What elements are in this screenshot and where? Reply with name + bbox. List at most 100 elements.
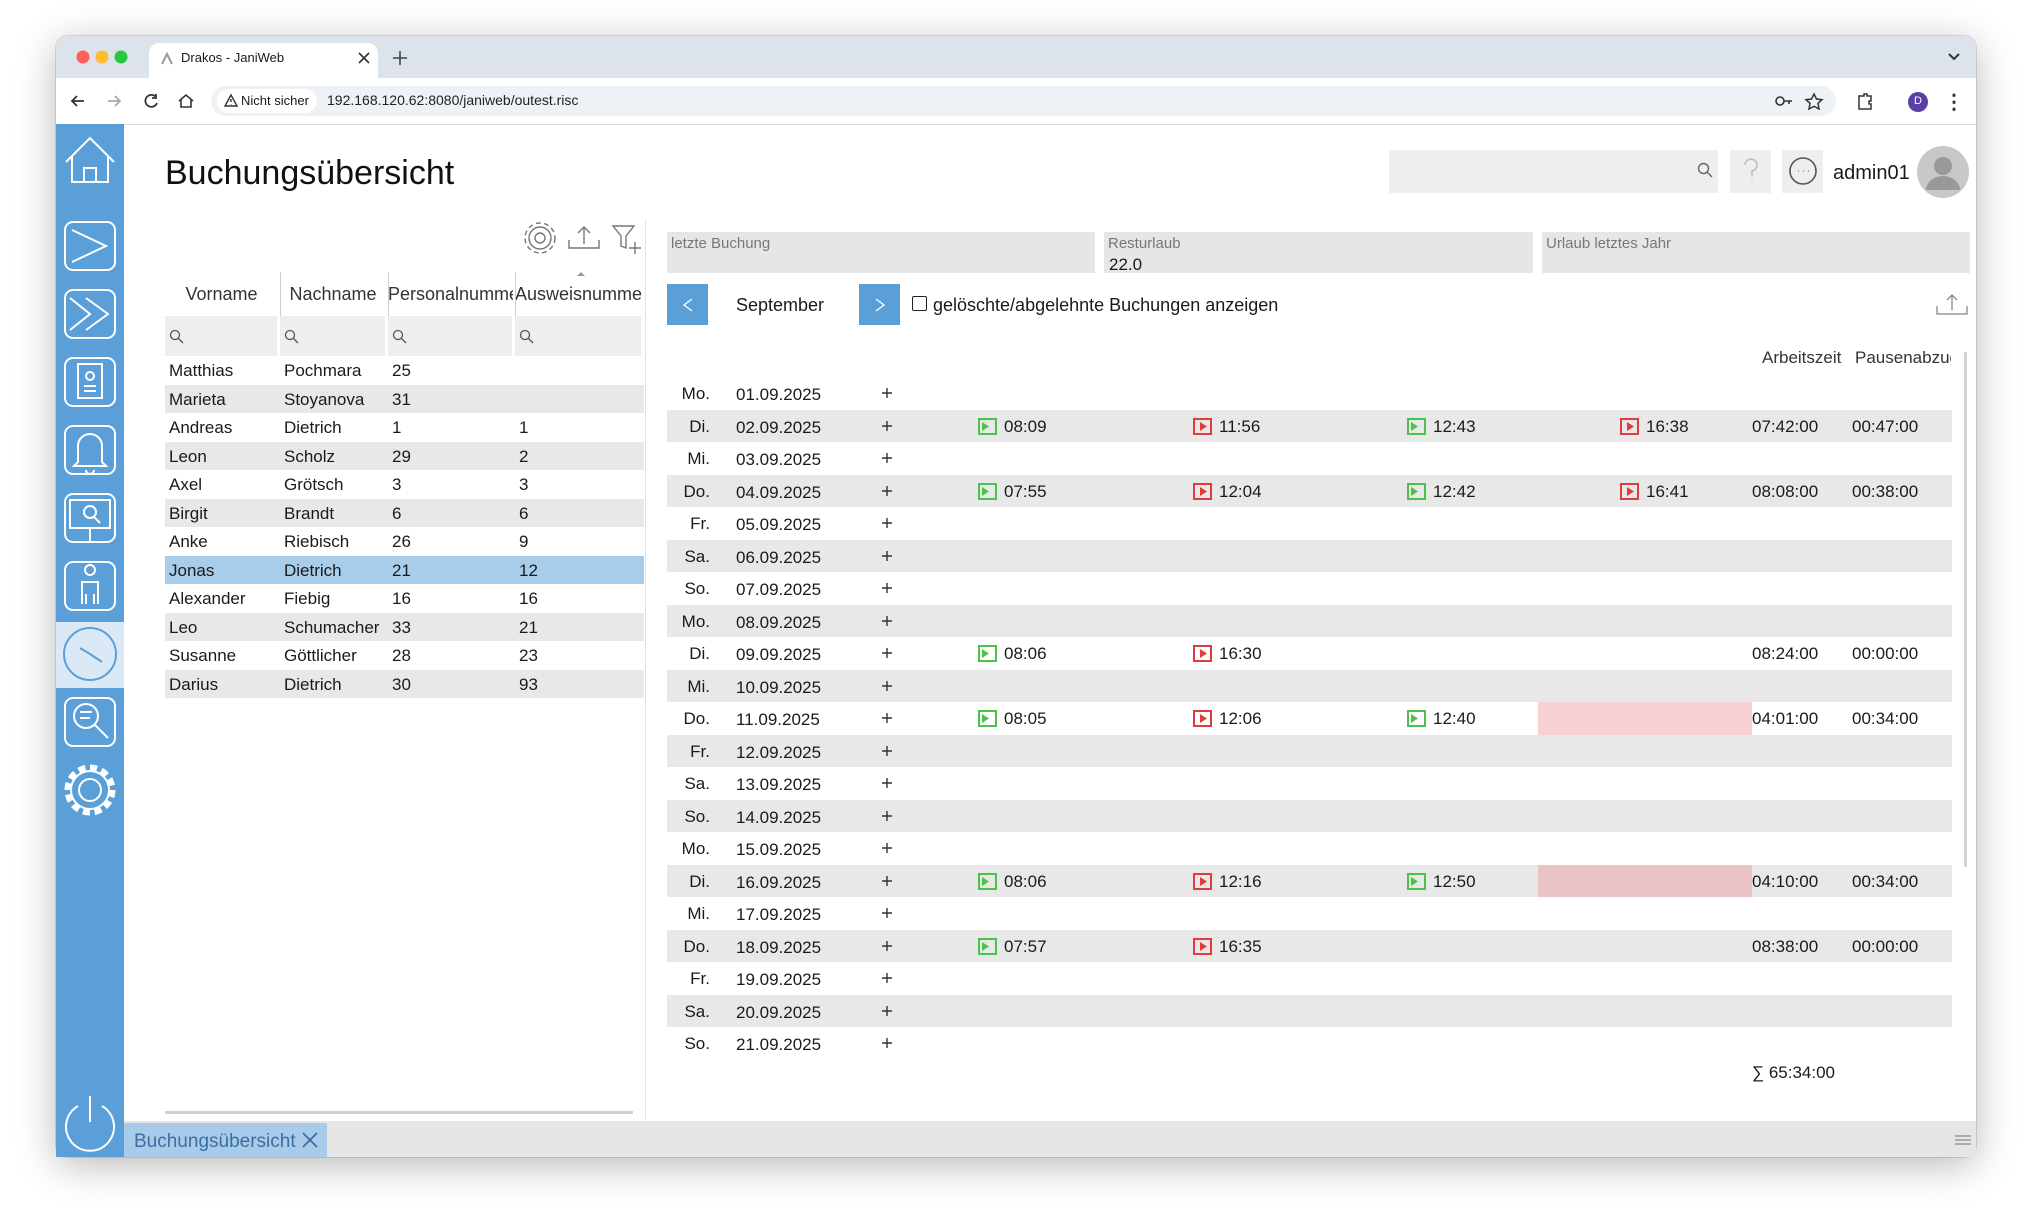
booking-time[interactable]: 12:40 (1433, 709, 1476, 728)
filter-add-button[interactable] (611, 225, 641, 254)
employee-row[interactable] (165, 498, 644, 527)
monitor[interactable] (64, 493, 116, 543)
employee-row[interactable] (165, 641, 644, 670)
add-booking[interactable] (881, 907, 893, 919)
employee-row[interactable] (165, 527, 644, 556)
minimize-window[interactable] (95, 50, 109, 64)
settings-button[interactable] (524, 222, 556, 254)
search-reports[interactable] (64, 697, 116, 747)
column-header[interactable]: Nachname (289, 285, 377, 303)
password-key[interactable] (1775, 96, 1792, 106)
new-tab[interactable] (393, 51, 407, 65)
filter-cell[interactable] (388, 316, 512, 356)
add-booking[interactable] (881, 550, 893, 562)
add-booking[interactable] (881, 745, 893, 757)
booking-time[interactable]: 12:42 (1433, 481, 1476, 501)
profile-button[interactable] (1908, 92, 1928, 112)
add-booking[interactable] (881, 972, 893, 984)
booking-time[interactable]: 08:09 (1004, 416, 1047, 436)
help-button[interactable] (1730, 150, 1771, 193)
booking-time[interactable]: 12:50 (1433, 871, 1476, 891)
employee-row[interactable] (165, 356, 644, 385)
employee-row[interactable] (165, 413, 644, 442)
add-booking[interactable] (881, 940, 893, 952)
search-box[interactable] (1389, 150, 1718, 193)
employee-row[interactable] (165, 441, 644, 470)
extensions[interactable] (1858, 93, 1872, 110)
tab-search[interactable] (1946, 50, 1962, 64)
alerts[interactable] (64, 425, 116, 475)
booking-time[interactable]: 12:06 (1219, 709, 1262, 728)
booking-time[interactable]: 08:05 (1004, 709, 1047, 728)
export-bookings[interactable] (1935, 294, 1969, 316)
personnel[interactable] (64, 357, 116, 407)
home-button[interactable] (178, 93, 194, 108)
add-booking[interactable] (881, 1037, 893, 1049)
booking-time[interactable]: 12:16 (1219, 871, 1262, 891)
add-booking[interactable] (881, 680, 893, 692)
add-booking[interactable] (881, 647, 893, 659)
booking-time[interactable]: 12:43 (1433, 416, 1476, 436)
next-month-button[interactable] (859, 284, 900, 325)
booking-time[interactable]: 16:41 (1646, 481, 1689, 501)
add-booking[interactable] (881, 485, 893, 497)
home[interactable] (65, 136, 115, 183)
booking-time[interactable]: 08:06 (1004, 871, 1047, 891)
show-deleted-checkbox[interactable] (912, 296, 927, 311)
filter-cell[interactable] (165, 316, 277, 356)
filter-cell[interactable] (280, 316, 385, 356)
booking-time[interactable]: 16:38 (1646, 416, 1689, 436)
browser-tab[interactable] (149, 43, 378, 78)
close-window[interactable] (76, 50, 90, 64)
employee-row[interactable] (165, 669, 644, 698)
maximize-window[interactable] (114, 50, 128, 64)
add-booking[interactable] (881, 452, 893, 464)
add-booking[interactable] (881, 810, 893, 822)
column-header[interactable]: Vorname (185, 285, 258, 303)
booking-time[interactable]: 16:30 (1219, 644, 1262, 663)
booking-time[interactable]: 11:56 (1219, 416, 1261, 436)
add-booking[interactable] (881, 842, 893, 854)
time-tracking[interactable] (63, 627, 117, 681)
nav-forward[interactable] (64, 221, 116, 271)
bookmark-star[interactable] (1804, 92, 1824, 111)
add-booking[interactable] (881, 387, 893, 399)
add-booking[interactable] (881, 1005, 893, 1017)
add-booking[interactable] (881, 875, 893, 887)
booking-time[interactable]: 08:06 (1004, 644, 1047, 663)
booking-time[interactable]: 16:35 (1219, 936, 1262, 956)
add-booking[interactable] (881, 582, 893, 594)
nav-fast-forward[interactable] (64, 289, 116, 339)
employee-row[interactable] (165, 470, 644, 499)
employee-row[interactable] (165, 584, 644, 613)
column-header[interactable]: Personalnummer (388, 285, 513, 303)
user-avatar[interactable] (1917, 146, 1969, 198)
break-deduction: 00:38:00 (1852, 481, 1919, 501)
tab-close[interactable] (358, 52, 370, 64)
employee[interactable] (64, 561, 116, 611)
reload-button[interactable] (144, 93, 158, 108)
filter-cell[interactable] (515, 316, 641, 356)
add-booking[interactable] (881, 517, 893, 529)
add-booking[interactable] (881, 615, 893, 627)
export-button[interactable] (568, 226, 600, 249)
tab-menu[interactable] (1955, 1134, 1971, 1146)
add-booking[interactable] (881, 777, 893, 789)
employee-row[interactable] (165, 384, 644, 413)
employee-row[interactable] (165, 612, 644, 641)
omnibox[interactable] (211, 86, 1836, 116)
add-booking[interactable] (881, 712, 893, 724)
forward-button[interactable] (108, 95, 122, 107)
logout[interactable] (65, 1096, 115, 1152)
booking-time[interactable]: 12:04 (1219, 481, 1262, 501)
booking-time[interactable]: 07:57 (1004, 936, 1047, 956)
add-booking[interactable] (881, 420, 893, 432)
employee-row[interactable] (165, 555, 644, 584)
prev-month-button[interactable] (667, 284, 708, 325)
back-button[interactable] (70, 95, 84, 107)
open-tab-close[interactable] (302, 1132, 318, 1148)
open-tab[interactable] (124, 1123, 327, 1157)
booking-time[interactable]: 07:55 (1004, 481, 1047, 501)
column-header[interactable]: Ausweisnummer (515, 285, 642, 303)
settings[interactable] (64, 764, 116, 816)
